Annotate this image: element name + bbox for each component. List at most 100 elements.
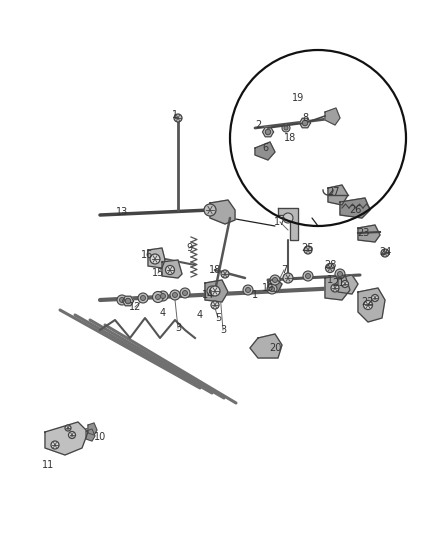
Text: 4: 4 [197, 310, 203, 320]
Circle shape [209, 286, 219, 296]
Text: 8: 8 [301, 113, 307, 123]
Circle shape [152, 292, 163, 303]
Text: 17: 17 [273, 217, 286, 227]
Circle shape [150, 254, 159, 264]
Circle shape [180, 288, 190, 298]
Polygon shape [324, 108, 339, 125]
Circle shape [341, 280, 348, 287]
Text: 26: 26 [348, 205, 360, 215]
Text: 7: 7 [280, 265, 286, 275]
Text: 1: 1 [172, 110, 178, 120]
Circle shape [125, 298, 131, 304]
Text: 12: 12 [128, 302, 141, 312]
Text: 24: 24 [378, 247, 390, 257]
Text: 6: 6 [261, 143, 268, 153]
Text: 15: 15 [152, 268, 164, 278]
Text: 22: 22 [361, 297, 374, 307]
Circle shape [243, 285, 252, 295]
Text: 19: 19 [261, 283, 273, 293]
Text: 18: 18 [208, 265, 221, 275]
Polygon shape [254, 142, 274, 160]
Circle shape [138, 293, 148, 303]
Text: 14: 14 [201, 290, 214, 300]
Text: 2: 2 [254, 120, 261, 130]
Polygon shape [88, 423, 97, 435]
Circle shape [207, 286, 216, 296]
Text: 27: 27 [326, 187, 339, 197]
Text: 23: 23 [356, 228, 368, 238]
Text: 9: 9 [186, 243, 192, 253]
Text: 19: 19 [291, 93, 304, 103]
Text: 10: 10 [94, 432, 106, 442]
Polygon shape [267, 278, 281, 292]
Polygon shape [337, 275, 357, 294]
Polygon shape [262, 127, 273, 137]
Circle shape [363, 301, 372, 310]
Circle shape [334, 269, 344, 279]
Circle shape [371, 295, 378, 302]
Circle shape [301, 120, 307, 126]
Text: 3: 3 [174, 323, 180, 333]
Text: 5: 5 [214, 313, 221, 323]
Polygon shape [357, 288, 384, 322]
Polygon shape [45, 422, 88, 455]
Polygon shape [122, 296, 133, 306]
Circle shape [173, 114, 182, 122]
Text: 21: 21 [331, 278, 343, 288]
Circle shape [303, 246, 311, 254]
Circle shape [160, 294, 165, 298]
Polygon shape [277, 208, 297, 240]
Circle shape [305, 273, 310, 279]
Polygon shape [249, 334, 281, 358]
Circle shape [117, 295, 127, 305]
Circle shape [283, 213, 292, 223]
Circle shape [380, 249, 388, 257]
Text: 25: 25 [301, 243, 314, 253]
Circle shape [140, 295, 145, 301]
Circle shape [245, 287, 250, 293]
Circle shape [266, 284, 276, 294]
Text: 13: 13 [116, 207, 128, 217]
Text: 18: 18 [283, 133, 296, 143]
Text: 4: 4 [159, 308, 166, 318]
Circle shape [158, 291, 168, 301]
Circle shape [51, 441, 59, 449]
Circle shape [269, 287, 274, 292]
Text: 28: 28 [323, 260, 336, 270]
Circle shape [330, 284, 338, 292]
Circle shape [283, 126, 287, 130]
Circle shape [209, 288, 214, 294]
Circle shape [65, 425, 71, 431]
Text: 1: 1 [251, 290, 258, 300]
Circle shape [211, 301, 219, 309]
Circle shape [302, 271, 312, 281]
Text: 1: 1 [326, 275, 332, 285]
Polygon shape [209, 200, 234, 224]
Polygon shape [148, 248, 165, 268]
Circle shape [182, 290, 187, 295]
Circle shape [170, 290, 180, 300]
Circle shape [281, 124, 290, 132]
Circle shape [265, 129, 270, 135]
Circle shape [165, 265, 174, 274]
Polygon shape [357, 225, 379, 242]
Circle shape [68, 432, 75, 439]
Polygon shape [162, 260, 182, 278]
Text: 20: 20 [268, 343, 281, 353]
Circle shape [119, 297, 124, 303]
Circle shape [204, 204, 215, 216]
Polygon shape [324, 275, 349, 300]
Circle shape [325, 263, 334, 272]
Polygon shape [327, 185, 347, 205]
Text: 3: 3 [219, 325, 226, 335]
Circle shape [269, 275, 279, 285]
Circle shape [172, 293, 177, 297]
Circle shape [155, 295, 160, 300]
Polygon shape [339, 198, 369, 218]
Text: 11: 11 [42, 460, 54, 470]
Circle shape [272, 278, 277, 282]
Polygon shape [299, 118, 310, 128]
Circle shape [220, 270, 229, 278]
Text: 16: 16 [141, 250, 153, 260]
Polygon shape [205, 280, 227, 302]
